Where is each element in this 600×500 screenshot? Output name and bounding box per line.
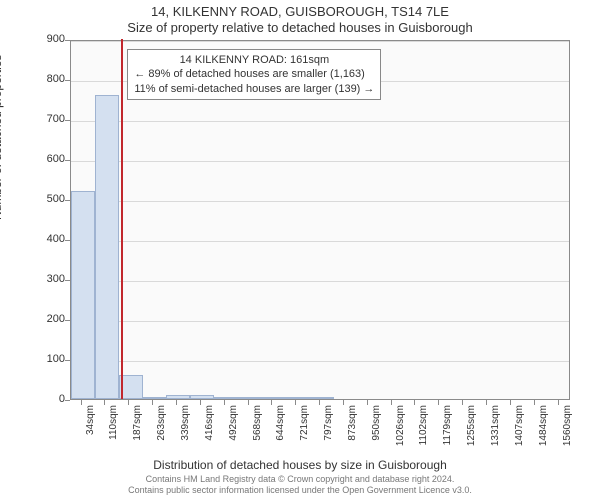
x-tick-mark bbox=[271, 400, 272, 405]
x-tick-mark bbox=[438, 400, 439, 405]
gridline bbox=[71, 321, 569, 322]
y-tick-mark bbox=[65, 200, 70, 201]
y-tick-label: 400 bbox=[35, 233, 65, 245]
x-tick-mark bbox=[224, 400, 225, 405]
x-tick-mark bbox=[81, 400, 82, 405]
gridline bbox=[71, 121, 569, 122]
y-tick-mark bbox=[65, 120, 70, 121]
histogram-bar bbox=[262, 397, 286, 399]
chart-title-main: 14, KILKENNY ROAD, GUISBOROUGH, TS14 7LE bbox=[0, 4, 600, 19]
histogram-bar bbox=[238, 397, 262, 399]
x-tick-mark bbox=[367, 400, 368, 405]
x-tick-mark bbox=[200, 400, 201, 405]
x-tick-label: 1407sqm bbox=[514, 405, 525, 455]
attribution-line-2: Contains public sector information licen… bbox=[0, 485, 600, 496]
gridline bbox=[71, 281, 569, 282]
x-tick-mark bbox=[391, 400, 392, 405]
gridline bbox=[71, 41, 569, 42]
x-tick-label: 1026sqm bbox=[395, 405, 406, 455]
x-tick-mark bbox=[319, 400, 320, 405]
y-tick-label: 900 bbox=[35, 33, 65, 45]
histogram-bar bbox=[286, 397, 310, 399]
x-tick-label: 1102sqm bbox=[418, 405, 429, 455]
x-tick-label: 339sqm bbox=[180, 405, 191, 455]
attribution-line-1: Contains HM Land Registry data © Crown c… bbox=[0, 474, 600, 485]
x-tick-label: 644sqm bbox=[275, 405, 286, 455]
x-tick-label: 492sqm bbox=[228, 405, 239, 455]
histogram-bar bbox=[166, 395, 190, 399]
x-tick-mark bbox=[128, 400, 129, 405]
x-axis-label: Distribution of detached houses by size … bbox=[0, 458, 600, 472]
callout-box: 14 KILKENNY ROAD: 161sqm← 89% of detache… bbox=[127, 49, 381, 100]
x-tick-label: 187sqm bbox=[132, 405, 143, 455]
callout-line-text: 14 KILKENNY ROAD: 161sqm bbox=[134, 53, 374, 67]
gridline bbox=[71, 161, 569, 162]
histogram-bar bbox=[214, 397, 238, 399]
x-tick-mark bbox=[343, 400, 344, 405]
y-tick-label: 700 bbox=[35, 113, 65, 125]
x-tick-label: 416sqm bbox=[204, 405, 215, 455]
callout-line bbox=[121, 39, 123, 399]
gridline bbox=[71, 201, 569, 202]
x-tick-mark bbox=[486, 400, 487, 405]
attribution: Contains HM Land Registry data © Crown c… bbox=[0, 474, 600, 497]
x-tick-mark bbox=[534, 400, 535, 405]
x-tick-mark bbox=[558, 400, 559, 405]
y-tick-label: 200 bbox=[35, 313, 65, 325]
gridline bbox=[71, 361, 569, 362]
x-tick-label: 950sqm bbox=[371, 405, 382, 455]
x-tick-mark bbox=[176, 400, 177, 405]
callout-line-text: ← 89% of detached houses are smaller (1,… bbox=[134, 67, 374, 81]
callout-line-text: 11% of semi-detached houses are larger (… bbox=[134, 82, 374, 96]
y-tick-mark bbox=[65, 320, 70, 321]
y-tick-mark bbox=[65, 160, 70, 161]
x-tick-mark bbox=[248, 400, 249, 405]
histogram-bar bbox=[143, 397, 167, 399]
chart-container: 14, KILKENNY ROAD, GUISBOROUGH, TS14 7LE… bbox=[0, 0, 600, 500]
y-axis-label: Number of detached properties bbox=[0, 55, 4, 220]
x-tick-mark bbox=[414, 400, 415, 405]
x-tick-label: 34sqm bbox=[85, 405, 96, 455]
gridline bbox=[71, 241, 569, 242]
y-tick-mark bbox=[65, 240, 70, 241]
x-tick-label: 873sqm bbox=[347, 405, 358, 455]
chart-title-sub: Size of property relative to detached ho… bbox=[0, 20, 600, 35]
x-tick-mark bbox=[510, 400, 511, 405]
y-tick-label: 800 bbox=[35, 73, 65, 85]
y-tick-mark bbox=[65, 360, 70, 361]
histogram-bar bbox=[190, 395, 214, 399]
x-tick-label: 1179sqm bbox=[442, 405, 453, 455]
histogram-bar bbox=[95, 95, 119, 399]
x-tick-label: 1560sqm bbox=[562, 405, 573, 455]
histogram-bar bbox=[71, 191, 95, 399]
y-tick-mark bbox=[65, 280, 70, 281]
x-tick-label: 263sqm bbox=[156, 405, 167, 455]
y-tick-mark bbox=[65, 40, 70, 41]
x-tick-label: 1331sqm bbox=[490, 405, 501, 455]
x-tick-label: 721sqm bbox=[299, 405, 310, 455]
y-tick-label: 600 bbox=[35, 153, 65, 165]
x-tick-mark bbox=[462, 400, 463, 405]
y-tick-label: 0 bbox=[35, 393, 65, 405]
y-tick-label: 500 bbox=[35, 193, 65, 205]
x-tick-label: 1255sqm bbox=[466, 405, 477, 455]
x-tick-label: 568sqm bbox=[252, 405, 263, 455]
y-tick-label: 300 bbox=[35, 273, 65, 285]
histogram-bar bbox=[309, 397, 333, 399]
y-tick-label: 100 bbox=[35, 353, 65, 365]
plot-area: 14 KILKENNY ROAD: 161sqm← 89% of detache… bbox=[70, 40, 570, 400]
x-tick-label: 110sqm bbox=[108, 405, 119, 455]
x-tick-label: 797sqm bbox=[323, 405, 334, 455]
y-tick-mark bbox=[65, 400, 70, 401]
x-tick-mark bbox=[104, 400, 105, 405]
x-tick-mark bbox=[152, 400, 153, 405]
y-tick-mark bbox=[65, 80, 70, 81]
x-tick-mark bbox=[295, 400, 296, 405]
x-tick-label: 1484sqm bbox=[538, 405, 549, 455]
